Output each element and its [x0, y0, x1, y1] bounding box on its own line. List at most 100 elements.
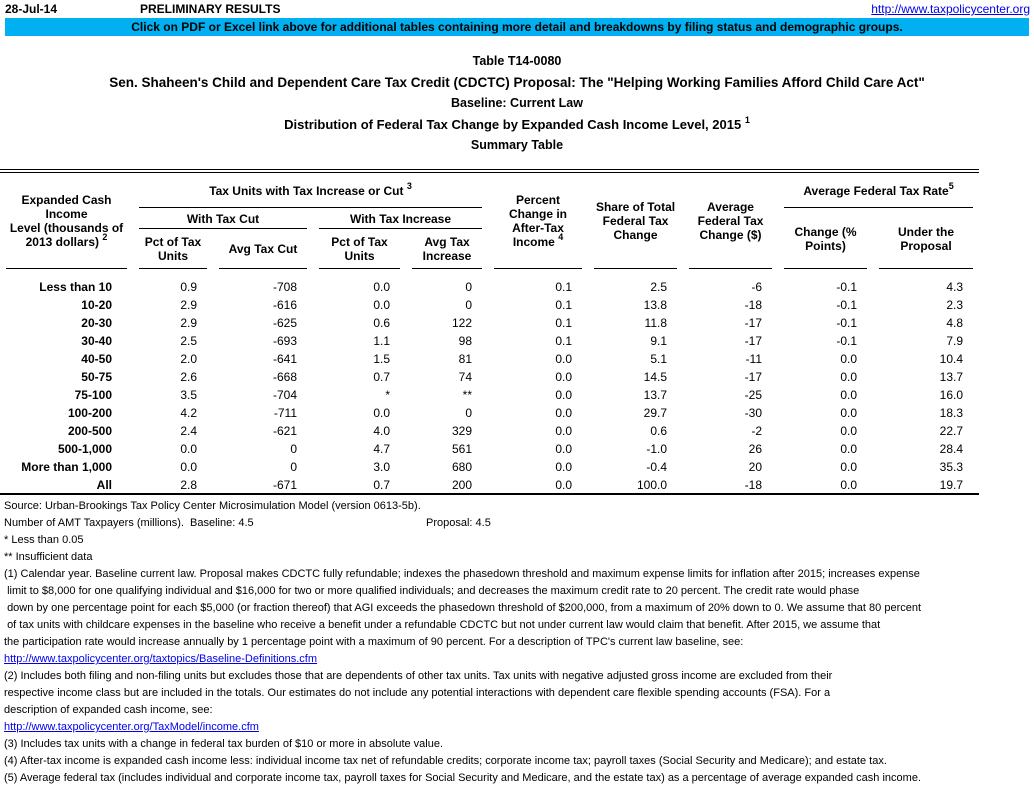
value-cell: 0.0: [840, 406, 858, 420]
value-cell: -17: [744, 334, 763, 348]
baseline-definitions-link[interactable]: http://www.taxpolicycenter.org/taxtopics…: [4, 653, 318, 665]
value-cell: 5.1: [650, 352, 668, 366]
value-cell: 10.4: [939, 352, 964, 366]
table-row: 20-30 2.9 -625 0.6 122 0.1 11.8 -17 -0.1 4.8: [0, 314, 979, 332]
value-cell: 14.5: [643, 370, 668, 384]
value-cell: 0.0: [840, 370, 858, 384]
value-cell: 0.0: [555, 370, 573, 384]
income-level-label: 75-100: [74, 388, 112, 402]
value-cell: 20: [748, 460, 763, 474]
value-cell: 0.1: [555, 334, 573, 348]
value-cell: 4.0: [373, 424, 390, 438]
value-cell: 7.9: [946, 334, 964, 348]
col-header-average-federal-tax-change: Average Federal Tax Change ($): [683, 171, 778, 269]
table-number-title: Table T14-0080: [472, 54, 562, 68]
value-cell: 329: [451, 424, 473, 438]
taxpolicycenter-link[interactable]: http://www.taxpolicycenter.org: [871, 2, 1030, 16]
value-cell: 0: [465, 298, 473, 312]
value-cell: 2.8: [180, 477, 197, 492]
col-header-pct-tax-units-cut: Pct of Tax Units: [133, 229, 213, 269]
value-cell: 4.2: [180, 406, 197, 420]
value-cell: 0: [290, 460, 297, 474]
value-cell: 0.9: [180, 280, 197, 294]
value-cell: 29.7: [643, 406, 668, 420]
source-note: Source: Urban-Brookings Tax Policy Cente…: [4, 500, 421, 512]
value-cell: -0.1: [836, 280, 858, 294]
value-cell: 0.0: [555, 352, 573, 366]
value-cell: 0.0: [840, 477, 858, 492]
value-cell: 98: [458, 334, 473, 348]
value-cell: 0.0: [840, 424, 858, 438]
value-cell: -625: [272, 316, 297, 330]
footnote-3: (3) Includes tax units with a change in …: [4, 738, 444, 750]
value-cell: 0.1: [555, 316, 573, 330]
value-cell: 0.0: [555, 388, 573, 402]
footnote-ref-2: 2: [102, 232, 108, 242]
footnote-5: (5) Average federal tax (includes indivi…: [4, 772, 921, 784]
col-header-avg-tax-increase: Avg Tax Increase: [406, 229, 488, 269]
table-row: 10-20 2.9 -616 0.0 0 0.1 13.8 -18 -0.1 2.3: [0, 296, 979, 314]
title-block: Table T14-0080 Sen. Shaheen's Child and …: [0, 51, 1034, 156]
value-cell: -616: [272, 298, 297, 312]
value-cell: 2.3: [946, 298, 964, 312]
value-cell: 0.0: [840, 388, 858, 402]
value-cell: -17: [744, 370, 763, 384]
spacer-row: [0, 269, 979, 278]
value-cell: 0.7: [373, 370, 390, 384]
value-cell: **: [462, 388, 473, 402]
value-cell: 1.1: [373, 334, 390, 348]
value-cell: 0.1: [555, 280, 573, 294]
value-cell: -30: [744, 406, 763, 420]
value-cell: 13.7: [939, 370, 964, 384]
value-cell: 0.0: [373, 280, 390, 294]
value-cell: 0.6: [373, 316, 390, 330]
value-cell: 22.7: [939, 424, 964, 438]
value-cell: 0.0: [555, 424, 573, 438]
value-cell: -621: [272, 424, 297, 438]
amt-proposal-value: Proposal: 4.5: [426, 517, 491, 529]
table-row: 75-100 3.5 -704 * ** 0.0 13.7 -25 0.0 16.0: [0, 386, 979, 404]
value-cell: -0.1: [836, 316, 858, 330]
income-definition-link[interactable]: http://www.taxpolicycenter.org/TaxModel/…: [4, 721, 259, 733]
report-date: 28-Jul-14: [5, 2, 58, 16]
income-level-label: 20-30: [81, 316, 112, 330]
value-cell: 11.8: [644, 316, 668, 330]
value-cell: 13.7: [643, 388, 668, 402]
summary-table: Expanded Cash Income Level (thousands of…: [0, 169, 980, 495]
value-cell: -17: [744, 316, 763, 330]
value-cell: 122: [451, 316, 473, 330]
value-cell: 4.3: [946, 280, 964, 294]
value-cell: 0.0: [840, 460, 858, 474]
distribution-title: Distribution of Federal Tax Change by Ex…: [284, 114, 750, 132]
amt-baseline-value: Number of AMT Taxpayers (millions). Base…: [4, 517, 254, 529]
value-cell: 0.0: [840, 352, 858, 366]
table-row: Less than 10 0.9 -708 0.0 0 0.1 2.5 -6 -0.1 4.3: [0, 278, 979, 296]
double-asterisk-note: ** Insufficient data: [4, 551, 93, 563]
group-header-with-tax-increase: With Tax Increase: [313, 208, 488, 229]
value-cell: 74: [458, 370, 473, 384]
income-level-label: More than 1,000: [21, 460, 112, 474]
value-cell: 2.0: [180, 352, 197, 366]
value-cell: 16.0: [939, 388, 964, 402]
table-body: Less than 10 0.9 -708 0.0 0 0.1 2.5 -6 -0.1 4.3 10…: [0, 269, 979, 494]
value-cell: -668: [272, 370, 297, 384]
value-cell: 4.8: [946, 316, 964, 330]
value-cell: -2: [751, 424, 763, 438]
value-cell: -704: [272, 388, 297, 402]
value-cell: -25: [744, 388, 763, 402]
value-cell: -0.1: [836, 298, 858, 312]
table-row: 500-1,000 0.0 0 4.7 561 0.0 -1.0 26 0.0 28.4: [0, 440, 979, 458]
footnotes: Source: Urban-Brookings Tax Policy Cente…: [0, 495, 1034, 787]
value-cell: -671: [272, 477, 297, 492]
table-row: 100-200 4.2 -711 0.0 0 0.0 29.7 -30 0.0 18.3: [0, 404, 979, 422]
group-header-with-tax-cut: With Tax Cut: [133, 208, 313, 229]
value-cell: 0.0: [373, 406, 390, 420]
value-cell: -11: [745, 352, 763, 366]
footnote-1: (1) Calendar year. Baseline current law.…: [4, 568, 922, 648]
value-cell: 0.1: [555, 298, 573, 312]
value-cell: 2.5: [650, 280, 668, 294]
value-cell: 3.5: [180, 388, 197, 402]
table-row: 30-40 2.5 -693 1.1 98 0.1 9.1 -17 -0.1 7.9: [0, 332, 979, 350]
value-cell: *: [385, 388, 390, 402]
value-cell: -0.1: [836, 334, 858, 348]
